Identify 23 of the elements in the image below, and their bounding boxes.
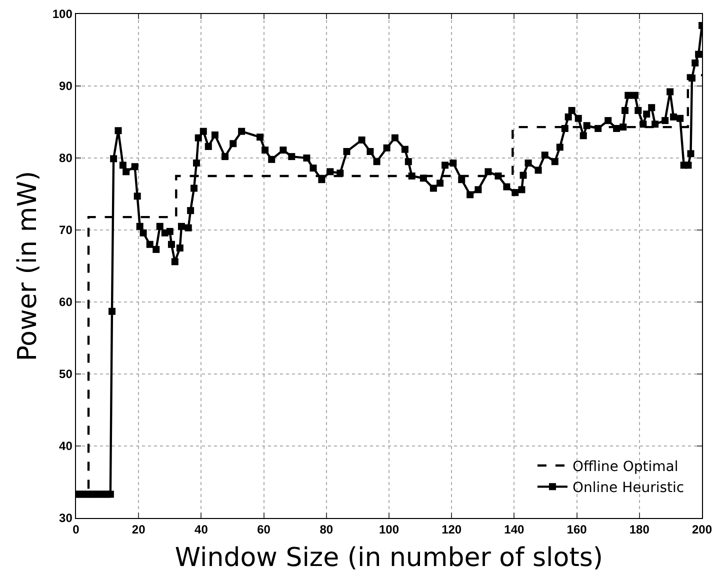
x-tick-label: 200 [692,522,712,537]
y-tick-label: 70 [59,223,73,238]
y-tick-label: 30 [59,511,73,526]
x-tick-label: 140 [504,522,525,537]
x-tick-label: 120 [442,522,462,537]
x-tick-label: 180 [629,522,650,537]
x-tick-label: 40 [194,522,208,537]
y-tick-label: 40 [59,439,73,454]
x-tick-label: 20 [132,522,146,537]
y-tick-label: 100 [52,7,73,22]
x-tick-label: 80 [320,522,334,537]
y-tick-label: 50 [59,367,73,382]
x-tick-label: 0 [72,522,80,537]
x-tick-label: 100 [378,522,400,537]
legend-label: Online Heuristic [572,480,684,496]
y-tick-label: 60 [59,295,73,310]
y-tick-label: 90 [59,79,73,94]
x-tick-label: 60 [257,522,271,537]
x-axis-title: Window Size (in number of slots) [174,543,604,574]
legend-label: Offline Optimal [572,458,678,475]
y-tick-label: 80 [59,151,73,166]
y-axis-title: Power (in mW) [12,170,43,362]
x-tick-label: 160 [566,522,588,537]
